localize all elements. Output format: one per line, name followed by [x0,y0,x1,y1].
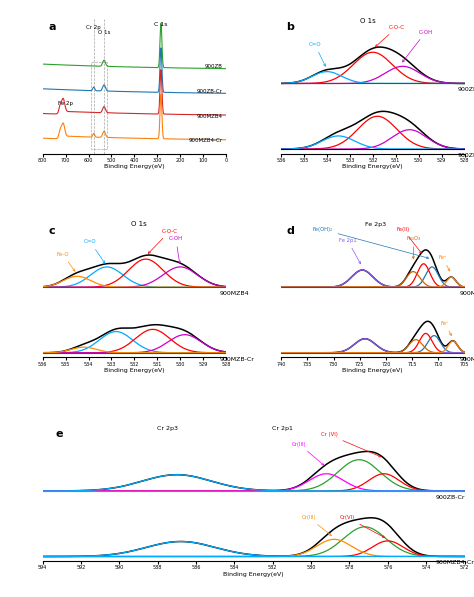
Text: 900MZB4: 900MZB4 [197,113,223,119]
Text: Cr 2p1: Cr 2p1 [272,426,293,431]
Text: 900MZB4-Cr: 900MZB4-Cr [459,356,474,362]
Text: 900ZB: 900ZB [205,64,223,69]
Text: Cr (VI): Cr (VI) [321,432,381,457]
Text: O 1s: O 1s [360,17,376,24]
Text: b: b [287,22,294,32]
X-axis label: Binding Energy(eV): Binding Energy(eV) [104,164,164,170]
Text: Cr(VI): Cr(VI) [340,515,385,538]
Text: 900ZB-Cr: 900ZB-Cr [457,153,474,158]
Text: Cr(III): Cr(III) [292,442,324,465]
Text: c: c [48,226,55,236]
Text: Fe 2p1: Fe 2p1 [339,238,361,264]
Text: e: e [55,429,63,439]
Text: C-OH: C-OH [402,29,433,62]
Text: 900MZB4-Cr: 900MZB4-Cr [436,560,474,565]
Text: Cr 2p: Cr 2p [86,25,101,30]
Text: 900ZB: 900ZB [457,87,474,92]
Text: Fe(II): Fe(II) [396,227,421,253]
Text: Fe⁰: Fe⁰ [438,255,450,271]
X-axis label: Binding Energy(eV): Binding Energy(eV) [343,164,403,170]
X-axis label: Binding Energy(eV): Binding Energy(eV) [223,572,284,577]
Text: C-O-C: C-O-C [375,25,405,47]
Text: C-O-C: C-O-C [148,229,178,253]
Text: 900MZB4: 900MZB4 [459,291,474,296]
Text: d: d [287,226,294,236]
Text: C=O: C=O [84,239,105,263]
Text: 900ZB-Cr: 900ZB-Cr [436,495,465,500]
Text: Fe-O: Fe-O [56,252,75,271]
Text: Fe₂O₃: Fe₂O₃ [407,236,421,259]
Text: Cr 2p3: Cr 2p3 [157,426,178,431]
Text: 900MZB-Cr: 900MZB-Cr [219,356,254,362]
Text: Fe⁰: Fe⁰ [441,321,451,336]
Text: C-OH: C-OH [169,236,183,263]
X-axis label: Binding Energy(eV): Binding Energy(eV) [343,368,403,373]
Text: 900ZB-Cr: 900ZB-Cr [197,89,223,94]
Text: C=O: C=O [309,42,326,66]
Text: C 1s: C 1s [154,21,168,26]
Text: 900MZB4: 900MZB4 [219,291,249,296]
X-axis label: Binding Energy(eV): Binding Energy(eV) [104,368,164,373]
Text: 900MZB4-Cr: 900MZB4-Cr [189,139,223,143]
Text: O 1s: O 1s [131,221,147,227]
Text: Fe(OH)₂: Fe(OH)₂ [312,227,428,259]
Text: O 1s: O 1s [98,30,110,35]
Text: Cr(III): Cr(III) [301,515,331,536]
Text: Fe 2p: Fe 2p [58,100,73,106]
Text: a: a [48,22,55,32]
Text: Fe 2p3: Fe 2p3 [365,222,386,227]
Bar [91,62,107,149]
